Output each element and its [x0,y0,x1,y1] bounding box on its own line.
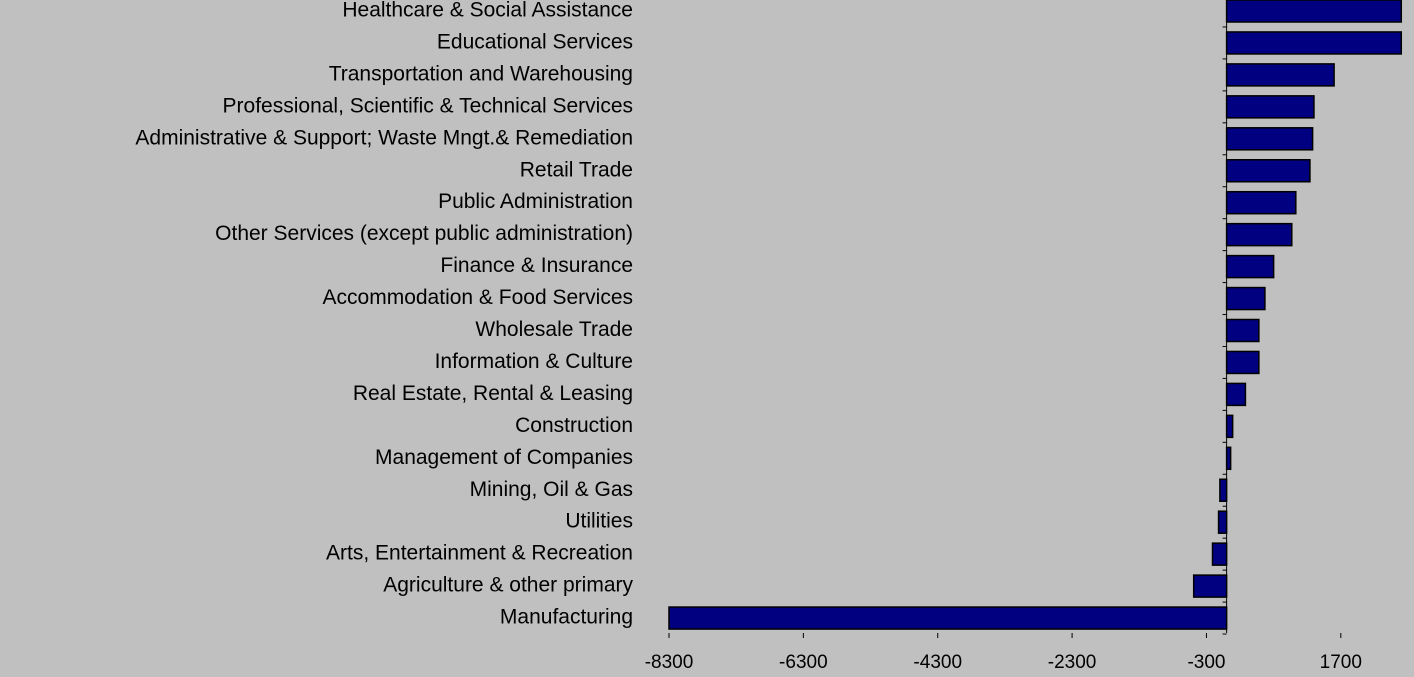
category-label: Construction [515,414,633,437]
category-label: Healthcare & Social Assistance [342,0,633,22]
x-tick-label: -4300 [913,652,962,673]
category-label: Administrative & Support; Waste Mngt.& R… [135,126,633,149]
bar [1225,0,1403,23]
bar [1225,222,1293,247]
bar [1225,414,1234,439]
category-label: Management of Companies [375,446,633,469]
category-label: Manufacturing [500,606,633,629]
category-label: Public Administration [438,190,633,213]
category-label: Arts, Entertainment & Recreation [326,542,633,565]
category-label: Professional, Scientific & Technical Ser… [223,94,633,117]
category-label: Utilities [565,510,633,533]
bar [1211,542,1228,566]
category-label: Mining, Oil & Gas [470,478,633,501]
bar [1225,95,1315,119]
x-tick-label: -8300 [645,652,694,673]
bar [1217,510,1228,534]
bar [1225,190,1297,215]
bar [1219,478,1228,502]
category-label: Accommodation & Food Services [323,286,633,309]
category-label: Real Estate, Rental & Leasing [353,382,633,405]
category-label: Agriculture & other primary [383,574,633,597]
category-label: Other Services (except public administra… [215,222,633,245]
category-label: Transportation and Warehousing [329,62,633,85]
bar [668,606,1228,630]
category-label: Wholesale Trade [475,318,633,341]
bar [1225,382,1247,407]
category-label: Finance & Insurance [440,254,633,277]
x-tick-label: 1700 [1320,652,1362,673]
bar [1225,446,1232,471]
x-tick-label: -6300 [779,652,828,673]
category-label: Educational Services [437,30,633,53]
bar [1225,318,1260,343]
category-label: Information & Culture [435,350,633,373]
x-tick-label: -300 [1187,652,1225,673]
bar [1192,574,1228,598]
bar [1225,127,1314,151]
bar [1225,286,1266,311]
bar [1225,159,1311,183]
x-tick-label: -2300 [1048,652,1097,673]
bar [1225,254,1275,279]
bar [1225,31,1403,55]
category-label: Retail Trade [520,158,633,181]
bar [1225,63,1335,87]
bar [1225,350,1260,375]
